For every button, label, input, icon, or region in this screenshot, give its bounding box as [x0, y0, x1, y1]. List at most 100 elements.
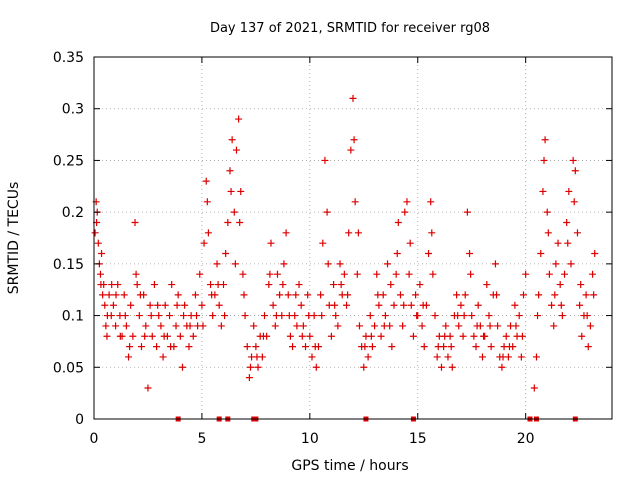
data-point [189, 332, 197, 340]
data-point [253, 353, 261, 361]
data-point [295, 281, 303, 289]
data-point [282, 229, 290, 237]
data-point [403, 198, 411, 206]
data-point [331, 301, 339, 309]
data-point [396, 291, 404, 299]
data-point [459, 332, 467, 340]
data-point [207, 281, 215, 289]
data-point [267, 239, 275, 247]
data-point [114, 281, 122, 289]
data-point [327, 332, 335, 340]
data-point [91, 229, 99, 237]
data-point [293, 322, 301, 330]
data-point [254, 363, 262, 371]
data-point [556, 281, 564, 289]
data-point [407, 301, 415, 309]
data-point [558, 312, 566, 320]
data-point [473, 322, 481, 330]
data-point [377, 332, 385, 340]
data-point [299, 322, 307, 330]
data-point [297, 301, 305, 309]
data-point [381, 312, 389, 320]
data-point [306, 332, 314, 340]
data-point [230, 208, 238, 216]
data-point [584, 343, 592, 351]
data-point [344, 291, 352, 299]
data-point [541, 136, 549, 144]
data-point [442, 322, 450, 330]
data-point [318, 312, 326, 320]
axis-ticks: 0 0.05 0.1 0.15 0.2 0.25 0.3 0.35 0 5 10 15 20 [53, 50, 612, 447]
data-point [532, 353, 540, 361]
data-point [550, 322, 558, 330]
y-tick-label: 0.15 [53, 257, 84, 273]
data-point [142, 322, 150, 330]
data-point [557, 301, 565, 309]
data-point [590, 291, 598, 299]
data-point [570, 198, 578, 206]
data-point [236, 218, 244, 226]
data-point [102, 322, 110, 330]
data-point [200, 239, 208, 247]
data-point [127, 301, 135, 309]
data-point [298, 332, 306, 340]
y-tick-label: 0.05 [53, 360, 84, 376]
data-point [302, 343, 310, 351]
data-point [157, 322, 165, 330]
data-point [96, 270, 104, 278]
data-point [380, 322, 388, 330]
data-point [375, 301, 383, 309]
data-point [112, 322, 120, 330]
data-point [428, 229, 436, 237]
x-tick-label: 0 [90, 431, 99, 447]
data-point [228, 136, 236, 144]
data-point [564, 239, 572, 247]
data-point [101, 301, 109, 309]
data-point [522, 270, 530, 278]
data-point [289, 343, 297, 351]
y-tick-label: 0 [75, 412, 84, 428]
data-point [319, 239, 327, 247]
data-point [441, 332, 449, 340]
data-point [196, 270, 204, 278]
data-point [499, 353, 507, 361]
data-point [198, 301, 206, 309]
data-point [186, 322, 194, 330]
grid [94, 57, 612, 419]
data-point [472, 343, 480, 351]
data-point [202, 177, 210, 185]
data-point [354, 229, 362, 237]
data-point [204, 229, 212, 237]
data-point [351, 198, 359, 206]
data-point [166, 312, 174, 320]
data-point [245, 374, 253, 382]
data-point [336, 260, 344, 268]
data-point [276, 291, 284, 299]
data-point [317, 291, 325, 299]
data-point [374, 291, 382, 299]
data-point [237, 187, 245, 195]
data-point [413, 312, 421, 320]
data-point [239, 270, 247, 278]
data-point [214, 281, 222, 289]
data-point [573, 229, 581, 237]
data-point [155, 312, 163, 320]
data-point [108, 281, 116, 289]
data-point [493, 291, 501, 299]
x-axis-label: GPS time / hours [291, 458, 408, 474]
y-tick-label: 0.1 [62, 309, 84, 325]
data-point [512, 322, 520, 330]
data-point [518, 332, 526, 340]
data-point [209, 312, 217, 320]
data-point [109, 301, 117, 309]
data-point [548, 301, 556, 309]
data-point [121, 312, 129, 320]
data-point [419, 301, 427, 309]
data-point [265, 281, 273, 289]
data-point [364, 353, 372, 361]
data-point [474, 301, 482, 309]
data-point [321, 156, 329, 164]
data-point [193, 312, 201, 320]
data-point [349, 94, 357, 102]
data-point [470, 332, 478, 340]
